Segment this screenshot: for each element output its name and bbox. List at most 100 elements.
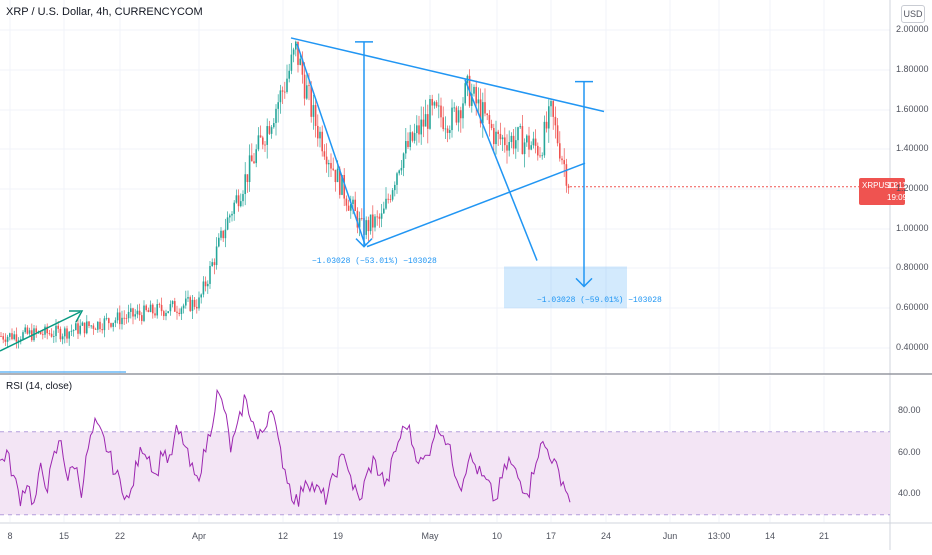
candle-body <box>253 161 255 164</box>
candle-body <box>88 321 90 326</box>
candle-body <box>308 85 310 87</box>
candle-body <box>4 339 7 342</box>
candle-body <box>444 128 447 130</box>
candle-body <box>424 114 427 127</box>
candle-body <box>0 336 2 337</box>
price-tick-label: 0.80000 <box>896 262 929 272</box>
currency-button[interactable]: USD <box>901 5 925 23</box>
candle-body <box>231 213 233 216</box>
candle-body <box>99 321 101 330</box>
candle-body <box>20 339 22 341</box>
candle-body <box>68 331 70 339</box>
time-tick-label: 24 <box>600 531 612 541</box>
candle-body <box>486 113 488 116</box>
candle-body <box>394 184 396 191</box>
candle-body <box>431 98 433 106</box>
swing-line <box>296 43 366 245</box>
candle-body <box>347 205 350 211</box>
candle-body <box>376 216 378 218</box>
candle-body <box>187 297 189 299</box>
measure-label-1: −1.03028 (−53.01%) −103028 <box>312 257 437 266</box>
time-tick-label: 14 <box>764 531 776 541</box>
symbol-title: XRP / U.S. Dollar, 4h, CURRENCYCOM <box>6 6 203 18</box>
candle-body <box>149 304 152 313</box>
candle-body <box>477 99 480 104</box>
candle-body <box>398 170 400 174</box>
candle-body <box>116 312 119 321</box>
candle-body <box>510 135 513 143</box>
time-tick-label: 15 <box>58 531 70 541</box>
candle-body <box>200 294 202 298</box>
candle-body <box>145 305 147 311</box>
candle-body <box>352 199 354 205</box>
candle-body <box>75 323 77 331</box>
candle-body <box>288 70 290 79</box>
rsi-line <box>0 388 571 507</box>
candle-body <box>209 266 211 284</box>
time-tick-label: 10 <box>491 531 503 541</box>
candle-body <box>108 318 110 324</box>
time-tick-label: Apr <box>191 531 207 541</box>
candle-body <box>380 213 383 219</box>
candle-body <box>165 312 167 317</box>
candle-body <box>440 105 442 118</box>
candle-body <box>152 304 154 314</box>
candle-body <box>490 123 493 129</box>
candle-body <box>134 314 136 317</box>
candle-body <box>35 328 37 333</box>
candle-body <box>160 304 163 312</box>
candle-body <box>497 131 499 134</box>
candle-body <box>277 102 279 109</box>
candle-body <box>446 128 449 133</box>
candle-body <box>158 304 161 305</box>
measure-label-2: −1.03028 (−59.01%) −103028 <box>537 296 662 305</box>
candle-body <box>332 168 334 170</box>
candle-body <box>53 336 55 337</box>
candle-body <box>391 190 394 200</box>
candle-body <box>319 131 321 139</box>
time-tick-label: 13:00 <box>707 531 731 541</box>
candle-body <box>130 308 132 312</box>
candle-body <box>189 297 191 311</box>
candle-body <box>264 144 266 146</box>
candle-body <box>119 312 121 325</box>
candle-body <box>455 107 458 123</box>
candle-body <box>460 110 462 119</box>
candle-body <box>83 322 86 334</box>
candle-body <box>493 128 495 145</box>
candle-body <box>336 168 339 183</box>
candle-body <box>154 313 156 316</box>
candle-body <box>442 117 444 130</box>
candle-body <box>495 131 497 145</box>
rsi-tick-label: 40.00 <box>898 488 921 498</box>
candle-body <box>220 230 222 238</box>
candle-body <box>17 340 20 342</box>
candle-body <box>310 85 312 117</box>
candle-body <box>64 328 66 337</box>
candle-body <box>138 310 141 316</box>
candle-body <box>121 317 123 325</box>
candle-body <box>499 133 502 140</box>
candle-body <box>13 334 15 340</box>
candle-body <box>193 299 196 307</box>
candle-body <box>233 202 235 214</box>
candle-body <box>523 142 526 155</box>
candle-body <box>281 90 284 92</box>
price-tick-label: 1.80000 <box>896 64 929 74</box>
candle-body <box>97 321 99 330</box>
candle-body <box>328 162 330 165</box>
candle-body <box>92 325 95 329</box>
candle-body <box>163 311 165 317</box>
candle-body <box>94 328 97 330</box>
candle-body <box>526 135 528 143</box>
candle-body <box>57 325 59 329</box>
candle-body <box>143 305 145 321</box>
candle-body <box>176 311 178 313</box>
candle-body <box>123 317 125 319</box>
candle-body <box>44 326 46 335</box>
candle-body <box>218 237 220 247</box>
candle-body <box>246 174 249 183</box>
candle-body <box>270 127 273 134</box>
